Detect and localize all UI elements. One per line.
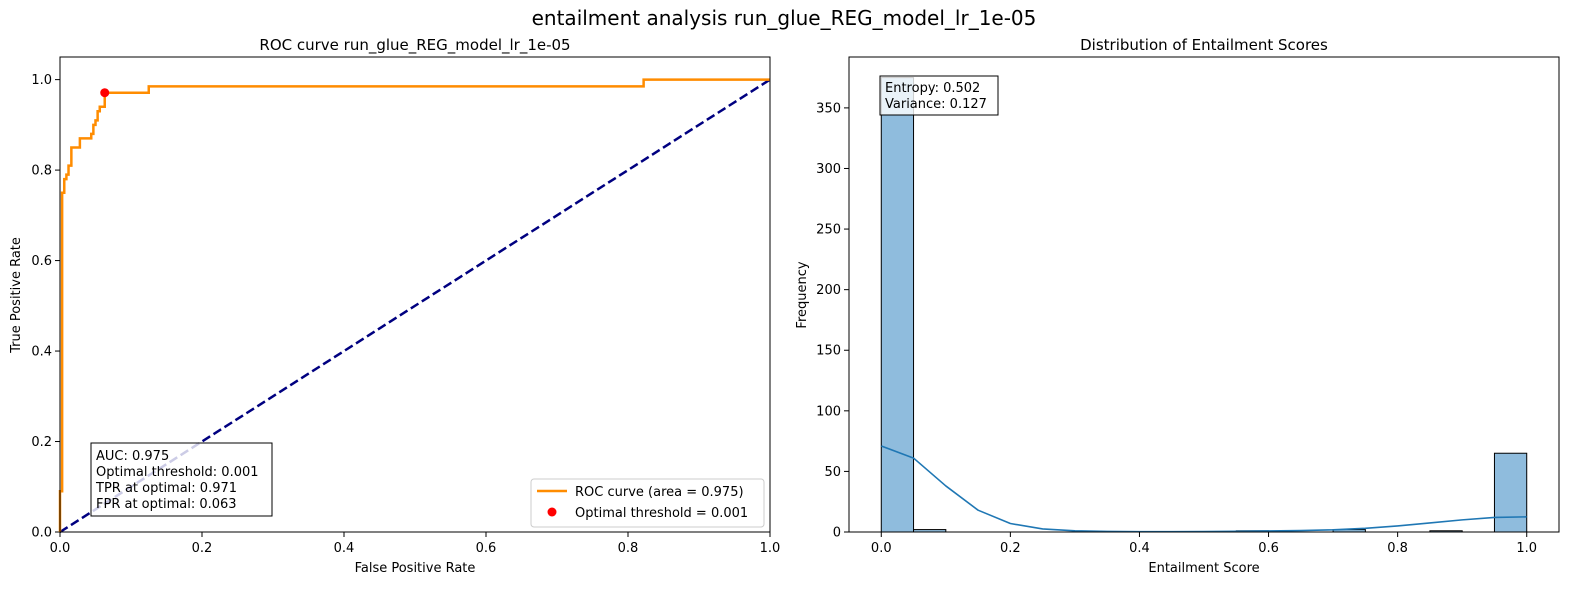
histogram-xtick-label: 0.8	[1387, 541, 1408, 556]
histogram-ytick-label: 0	[833, 526, 841, 541]
roc-chart: ROC curve run_glue_REG_model_lr_1e-05 0.…	[9, 36, 780, 576]
histogram-ytick-label: 100	[816, 404, 841, 419]
roc-ytick-label: 1.0	[31, 73, 52, 88]
roc-info-box: AUC: 0.975 Optimal threshold: 0.001 TPR …	[90, 442, 273, 517]
roc-xtick-label: 1.0	[760, 541, 781, 556]
roc-ytick-label: 0.2	[31, 435, 52, 450]
histogram-xtick-label: 0.4	[1129, 541, 1150, 556]
roc-xtick-label: 0.4	[334, 541, 355, 556]
histogram-ylabel: Frequency	[795, 261, 810, 328]
roc-xtick-label: 0.2	[192, 541, 213, 556]
optimal-threshold-point	[100, 88, 110, 98]
histogram-xtick-label: 0.2	[1000, 541, 1021, 556]
roc-ytick-label: 0.8	[31, 164, 52, 179]
legend-roc-label: ROC curve (area = 0.975)	[575, 485, 744, 500]
histogram-xtick-label: 0.0	[871, 541, 892, 556]
histogram-ytick-label: 150	[816, 344, 841, 359]
histogram-bars	[880, 77, 1528, 533]
histogram-info-box: Entropy: 0.502 Variance: 0.127	[879, 75, 999, 116]
roc-title: ROC curve run_glue_REG_model_lr_1e-05	[259, 36, 570, 55]
histogram-ytick-label: 50	[824, 465, 841, 480]
legend-optimal-marker	[547, 507, 557, 517]
histogram-chart: Distribution of Entailment Scores 0.0 0.2…	[795, 36, 1560, 576]
roc-xlabel: False Positive Rate	[355, 561, 476, 576]
roc-ytick-label: 0.4	[31, 345, 52, 360]
roc-ylabel: True Positive Rate	[9, 237, 24, 354]
histogram-kde	[880, 445, 1527, 533]
histogram-ytick-label: 300	[816, 162, 841, 177]
histogram-plot-frame	[848, 56, 1560, 533]
histogram-xlabel: Entailment Score	[1148, 561, 1259, 576]
roc-info-threshold: Optimal threshold: 0.001	[96, 465, 259, 480]
roc-xtick-label: 0.6	[476, 541, 497, 556]
histogram-bar	[880, 77, 915, 533]
roc-plot-frame	[59, 56, 771, 533]
roc-axis-ticks: 0.0 0.2 0.4 0.6 0.8 1.0 0.0 0.2 0.4 0.6 0.8 1.0	[31, 73, 780, 556]
chance-diagonal-line	[59, 78, 771, 534]
legend-optimal-label: Optimal threshold = 0.001	[575, 506, 748, 521]
roc-ytick-label: 0.6	[31, 254, 52, 269]
roc-info-fpr: FPR at optimal: 0.063	[96, 497, 237, 512]
histogram-ytick-label: 250	[816, 223, 841, 238]
histogram-info-variance: Variance: 0.127	[885, 97, 987, 112]
roc-legend: ROC curve (area = 0.975) Optimal thresho…	[530, 478, 765, 528]
roc-xtick-label: 0.8	[618, 541, 639, 556]
kde-curve-line	[880, 445, 1527, 533]
histogram-axis-ticks: 0.0 0.2 0.4 0.6 0.8 1.0 0 50 100 150 200 250 300 350	[816, 101, 1537, 556]
histogram-info-entropy: Entropy: 0.502	[885, 81, 980, 96]
roc-ytick-label: 0.0	[31, 526, 52, 541]
roc-info-auc: AUC: 0.975	[96, 449, 169, 464]
figure-suptitle: entailment analysis run_glue_REG_model_l…	[532, 6, 1037, 30]
histogram-xtick-label: 0.6	[1258, 541, 1279, 556]
roc-series	[58, 78, 771, 534]
histogram-title: Distribution of Entailment Scores	[1080, 36, 1328, 54]
roc-xtick-label: 0.0	[50, 541, 71, 556]
histogram-xtick-label: 1.0	[1516, 541, 1537, 556]
roc-info-tpr: TPR at optimal: 0.971	[95, 481, 237, 496]
histogram-bar	[1493, 452, 1528, 533]
histogram-ytick-label: 350	[816, 101, 841, 116]
histogram-ytick-label: 200	[816, 283, 841, 298]
